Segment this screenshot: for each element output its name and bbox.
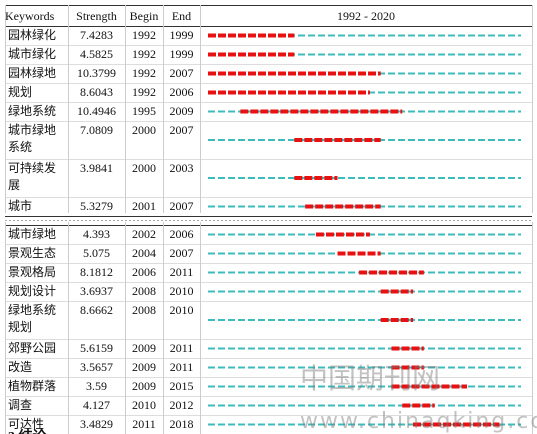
begin-year: 1992	[132, 66, 156, 80]
strength: 8.6043	[80, 85, 113, 99]
strength: 8.6662	[80, 303, 113, 317]
end-year: 2006	[169, 85, 194, 99]
watermark: www.chinaqking.com	[300, 409, 537, 434]
header-cell: Begin	[129, 9, 159, 23]
keyword: 城市	[8, 199, 33, 213]
keyword: 城市绿化	[8, 47, 57, 61]
keyword: 城市绿地	[8, 227, 57, 241]
begin-year: 2004	[132, 246, 156, 260]
end-year: 2007	[169, 199, 194, 213]
strength: 7.4283	[80, 28, 113, 42]
strength: 8.1812	[80, 265, 113, 279]
keyword: 可达性	[8, 417, 45, 431]
end-year: 2015	[169, 379, 194, 393]
strength: 3.9841	[80, 161, 113, 175]
strength: 4.5825	[80, 47, 113, 61]
begin-year: 1992	[132, 28, 156, 42]
begin-year: 2000	[132, 123, 156, 137]
end-year: 1999	[169, 47, 194, 61]
end-year: 1999	[169, 28, 194, 42]
keyword: 植物群落	[8, 379, 57, 393]
begin-year: 2000	[132, 161, 156, 175]
keyword: 城市绿地系统	[8, 123, 57, 154]
header-cell: Strength	[76, 9, 117, 23]
strength: 10.3799	[77, 66, 116, 80]
begin-year: 2008	[132, 303, 156, 317]
end-year: 2007	[169, 246, 194, 260]
header-cell: End	[171, 9, 192, 23]
begin-year: 2011	[132, 417, 156, 431]
keyword: 绿地系统	[8, 104, 57, 118]
strength: 4.127	[83, 398, 110, 412]
begin-year: 2009	[132, 341, 156, 355]
keyword: 规划	[8, 85, 33, 99]
begin-year: 1992	[132, 47, 156, 61]
keyword: 郊野公园	[8, 341, 57, 355]
keyword: 调查	[8, 398, 33, 412]
begin-year: 2010	[132, 398, 156, 412]
strength: 5.6159	[80, 341, 113, 355]
end-year: 2010	[169, 284, 194, 298]
keyword: 改造	[8, 360, 33, 374]
begin-year: 2009	[132, 360, 156, 374]
keyword: 园林绿地	[8, 66, 57, 80]
strength: 3.6937	[80, 284, 113, 298]
begin-year: 2006	[132, 265, 156, 279]
begin-year: 2001	[132, 199, 156, 213]
end-year: 2011	[169, 265, 194, 279]
keyword: 绿地系统规划	[8, 303, 57, 334]
header-cell: Keywords	[5, 9, 55, 23]
keyword: 园林绿化	[8, 28, 57, 42]
end-year: 2010	[169, 303, 194, 317]
watermark: 中国期刊网	[300, 362, 440, 395]
end-year: 2012	[169, 398, 194, 412]
strength: 7.0809	[80, 123, 113, 137]
end-year: 2011	[169, 360, 194, 374]
begin-year: 2008	[132, 284, 156, 298]
end-year: 2009	[169, 104, 194, 118]
end-year: 2007	[169, 123, 194, 137]
strength: 3.4829	[80, 417, 113, 431]
begin-year: 2009	[132, 379, 156, 393]
keyword: 可持续发展	[8, 161, 57, 192]
strength: 5.075	[83, 246, 110, 260]
strength: 4.393	[83, 227, 110, 241]
end-year: 2018	[169, 417, 194, 431]
begin-year: 1995	[132, 104, 156, 118]
end-year: 2006	[169, 227, 194, 241]
keyword: 景观格局	[8, 265, 57, 279]
begin-year: 1992	[132, 85, 156, 99]
end-year: 2011	[169, 341, 194, 355]
strength: 10.4946	[77, 104, 116, 118]
keyword: 景观生态	[8, 246, 57, 260]
header-cell: 1992 - 2020	[337, 9, 395, 23]
strength: 5.3279	[80, 199, 113, 213]
end-year: 2007	[169, 66, 194, 80]
strength: 3.59	[86, 379, 107, 393]
footer-heading: 3 结论	[8, 428, 47, 434]
end-year: 2003	[169, 161, 194, 175]
begin-year: 2002	[132, 227, 156, 241]
strength: 3.5657	[80, 360, 113, 374]
keyword: 规划设计	[8, 284, 57, 298]
